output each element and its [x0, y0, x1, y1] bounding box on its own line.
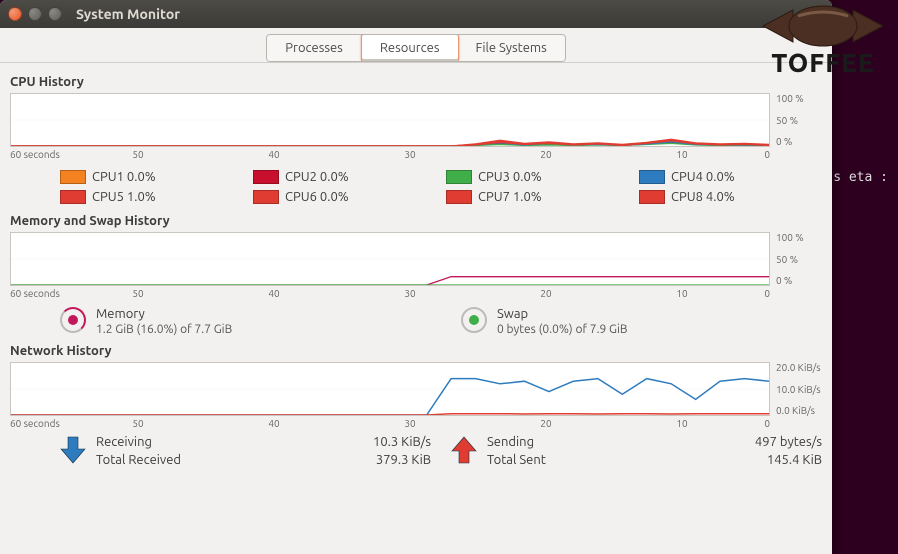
upload-arrow-icon [451, 435, 477, 465]
window-minimize-button[interactable] [28, 7, 42, 21]
cpu-history-title: CPU History [10, 75, 822, 89]
memory-usage-item[interactable]: Memory 1.2 GiB (16.0%) of 7.7 GiB [60, 307, 421, 336]
cpu-legend-cpu7[interactable]: CPU7 1.0% [446, 190, 629, 204]
cpu-legend-label: CPU8 4.0% [671, 190, 735, 204]
system-monitor-window: System Monitor ProcessesResourcesFile Sy… [0, 0, 832, 554]
network-y-axis: 20.0 KiB/s10.0 KiB/s0.0 KiB/s [774, 362, 822, 416]
cpu-legend-cpu8[interactable]: CPU8 4.0% [639, 190, 822, 204]
cpu-x-axis: 60 seconds50403020100 [10, 149, 822, 160]
tab-bar: ProcessesResourcesFile Systems [0, 28, 832, 63]
toffee-logo: TOFFEE [758, 2, 888, 77]
memory-detail: 1.2 GiB (16.0%) of 7.7 GiB [96, 323, 232, 336]
cpu-y-axis: 100 %50 %0 % [774, 93, 822, 147]
cpu-legend-label: CPU2 0.0% [285, 170, 349, 184]
cpu-legend-label: CPU3 0.0% [478, 170, 542, 184]
resources-content: CPU History 100 %50 %0 % 60 seconds50403… [0, 63, 832, 554]
receiving-stats: Receiving 10.3 KiB/s Total Received 379.… [60, 435, 431, 467]
toffee-candy-icon [758, 2, 888, 50]
sending-rate: 497 bytes/s [665, 435, 822, 449]
color-swatch [253, 190, 279, 204]
color-swatch [446, 190, 472, 204]
cpu-legend-cpu1[interactable]: CPU1 0.0% [60, 170, 243, 184]
cpu-history-chart [10, 93, 770, 147]
swap-detail: 0 bytes (0.0%) of 7.9 GiB [497, 323, 628, 336]
cpu-legend-label: CPU7 1.0% [478, 190, 542, 204]
color-swatch [253, 170, 279, 184]
background-terminal-text: s eta : [833, 170, 888, 185]
memory-history-title: Memory and Swap History [10, 214, 822, 228]
sending-stats: Sending 497 bytes/s Total Sent 145.4 KiB [451, 435, 822, 467]
cpu-legend-cpu2[interactable]: CPU2 0.0% [253, 170, 436, 184]
total-received-value: 379.3 KiB [292, 453, 431, 467]
cpu-legend-label: CPU1 0.0% [92, 170, 156, 184]
download-arrow-icon [60, 435, 86, 465]
toffee-logo-text: TOFFEE [758, 48, 888, 77]
receiving-label: Receiving [96, 435, 262, 449]
cpu-legend-cpu6[interactable]: CPU6 0.0% [253, 190, 436, 204]
memory-x-axis: 60 seconds50403020100 [10, 288, 822, 299]
cpu-legend-cpu4[interactable]: CPU4 0.0% [639, 170, 822, 184]
cpu-legend-cpu5[interactable]: CPU5 1.0% [60, 190, 243, 204]
memory-history-chart [10, 232, 770, 286]
cpu-legend-cpu3[interactable]: CPU3 0.0% [446, 170, 629, 184]
tab-file-systems[interactable]: File Systems [458, 35, 565, 61]
network-history-chart [10, 362, 770, 416]
swap-label: Swap [497, 307, 628, 321]
window-title: System Monitor [76, 6, 180, 22]
receiving-rate: 10.3 KiB/s [292, 435, 431, 449]
swap-ring-icon [461, 307, 487, 333]
sending-label: Sending [487, 435, 635, 449]
titlebar[interactable]: System Monitor [0, 0, 832, 28]
window-maximize-button[interactable] [48, 7, 62, 21]
memory-y-axis: 100 %50 %0 % [774, 232, 822, 286]
cpu-legend-label: CPU4 0.0% [671, 170, 735, 184]
network-history-title: Network History [10, 344, 822, 358]
color-swatch [446, 170, 472, 184]
tab-resources[interactable]: Resources [361, 34, 459, 62]
color-swatch [639, 190, 665, 204]
cpu-legend-label: CPU5 1.0% [92, 190, 156, 204]
window-close-button[interactable] [8, 7, 22, 21]
memory-ring-icon [60, 307, 86, 333]
memory-label: Memory [96, 307, 232, 321]
color-swatch [639, 170, 665, 184]
tab-processes[interactable]: Processes [267, 35, 362, 61]
total-sent-label: Total Sent [487, 453, 635, 467]
cpu-legend-label: CPU6 0.0% [285, 190, 349, 204]
total-received-label: Total Received [96, 453, 262, 467]
swap-usage-item[interactable]: Swap 0 bytes (0.0%) of 7.9 GiB [461, 307, 822, 336]
color-swatch [60, 170, 86, 184]
total-sent-value: 145.4 KiB [665, 453, 822, 467]
network-x-axis: 60 seconds50403020100 [10, 418, 822, 429]
color-swatch [60, 190, 86, 204]
cpu-legend: CPU1 0.0% CPU2 0.0% CPU3 0.0% CPU4 0.0% CPU5… [60, 170, 822, 204]
